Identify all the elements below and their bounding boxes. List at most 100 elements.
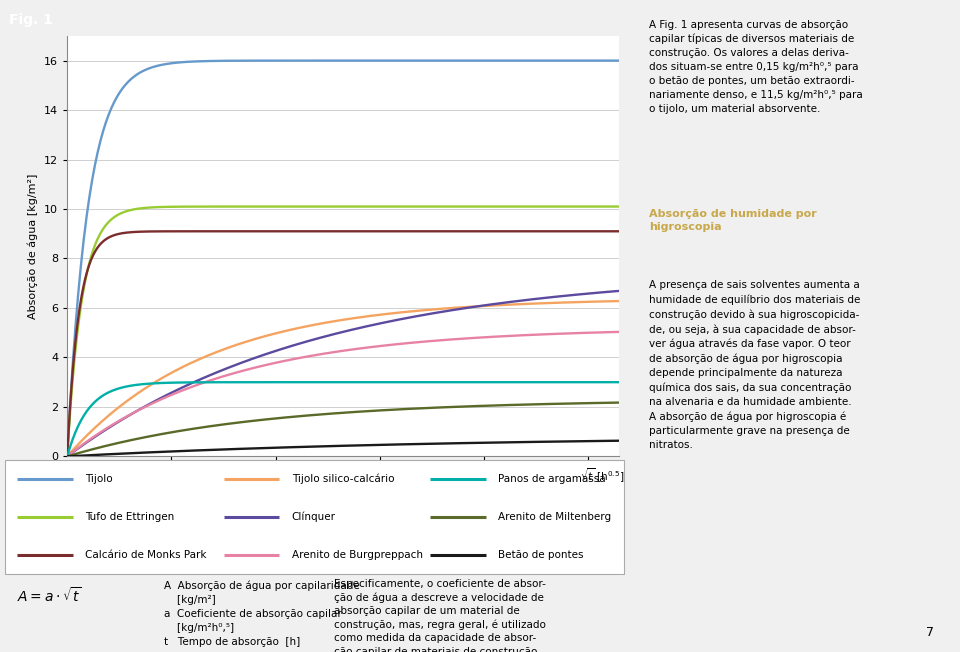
Betão de pontes bbox=[61, 452, 73, 460]
Text: 7: 7 bbox=[925, 626, 933, 639]
Tijolo bbox=[613, 57, 625, 65]
Line: Panos de argamassa: Panos de argamassa bbox=[67, 382, 619, 456]
Tufo de Ettringen bbox=[61, 452, 73, 460]
Tufo de Ettringen bbox=[241, 203, 252, 211]
Text: Fig. 1: Fig. 1 bbox=[10, 13, 54, 27]
Text: Clínquer: Clínquer bbox=[292, 511, 336, 522]
Tijolo bbox=[128, 73, 139, 81]
Tufo de Ettringen bbox=[128, 205, 139, 213]
Arenito de Burgpreppach bbox=[409, 338, 420, 346]
Arenito de Miltenberg bbox=[241, 417, 252, 425]
Arenito de Burgpreppach bbox=[128, 409, 139, 417]
Arenito de Miltenberg bbox=[460, 402, 471, 410]
Tufo de Ettringen bbox=[463, 203, 474, 211]
Arenito de Miltenberg bbox=[463, 402, 474, 410]
Calcário de Monks Park bbox=[128, 228, 139, 236]
Arenito de Miltenberg bbox=[61, 452, 73, 460]
Tijolo silico-calcário bbox=[280, 327, 292, 334]
Calcário de Monks Park bbox=[280, 228, 292, 235]
Panos de argamassa bbox=[128, 381, 139, 389]
Text: Tijolo silico-calcário: Tijolo silico-calcário bbox=[292, 473, 395, 484]
Text: Betão de pontes: Betão de pontes bbox=[498, 550, 584, 560]
Tufo de Ettringen bbox=[460, 203, 471, 211]
Tijolo silico-calcário bbox=[61, 452, 73, 460]
Text: Arenito de Burgpreppach: Arenito de Burgpreppach bbox=[292, 550, 422, 560]
Clínquer bbox=[241, 357, 252, 364]
Line: Arenito de Miltenberg: Arenito de Miltenberg bbox=[67, 402, 619, 456]
Line: Tufo de Ettringen: Tufo de Ettringen bbox=[67, 207, 619, 456]
Panos de argamassa bbox=[241, 378, 252, 386]
Arenito de Miltenberg bbox=[409, 405, 420, 413]
Line: Clínquer: Clínquer bbox=[67, 291, 619, 456]
Arenito de Burgpreppach bbox=[241, 366, 252, 374]
Panos de argamassa bbox=[463, 378, 474, 386]
Text: Calcário de Monks Park: Calcário de Monks Park bbox=[85, 550, 206, 560]
Tufo de Ettringen bbox=[280, 203, 292, 211]
Text: Tufo de Ettringen: Tufo de Ettringen bbox=[85, 512, 175, 522]
Tufo de Ettringen bbox=[409, 203, 420, 211]
Tijolo silico-calcário bbox=[460, 303, 471, 311]
Tijolo silico-calcário bbox=[463, 303, 474, 311]
Tijolo bbox=[61, 452, 73, 460]
Clínquer bbox=[409, 313, 420, 321]
Line: Betão de pontes: Betão de pontes bbox=[67, 441, 619, 456]
Line: Arenito de Burgpreppach: Arenito de Burgpreppach bbox=[67, 332, 619, 456]
Calcário de Monks Park bbox=[241, 228, 252, 235]
Betão de pontes bbox=[128, 449, 139, 457]
Text: A Fig. 1 apresenta curvas de absorção
capilar típicas de diversos materiais de
c: A Fig. 1 apresenta curvas de absorção ca… bbox=[649, 20, 862, 114]
Calcário de Monks Park bbox=[460, 228, 471, 235]
Line: Tijolo silico-calcário: Tijolo silico-calcário bbox=[67, 301, 619, 456]
Text: Arenito de Miltenberg: Arenito de Miltenberg bbox=[498, 512, 612, 522]
Y-axis label: Absorção de água [kg/m²]: Absorção de água [kg/m²] bbox=[28, 173, 38, 319]
Tijolo bbox=[409, 57, 420, 65]
Text: A presença de sais solventes aumenta a
humidade de equilíbrio dos materiais de
c: A presença de sais solventes aumenta a h… bbox=[649, 280, 860, 450]
Panos de argamassa bbox=[460, 378, 471, 386]
Calcário de Monks Park bbox=[496, 228, 508, 235]
Calcário de Monks Park bbox=[61, 452, 73, 460]
Clínquer bbox=[128, 409, 139, 417]
Text: $\sqrt{t}\ [\mathrm{h}^{0.5}]$: $\sqrt{t}\ [\mathrm{h}^{0.5}]$ bbox=[580, 466, 624, 484]
Calcário de Monks Park bbox=[613, 228, 625, 235]
Arenito de Miltenberg bbox=[128, 436, 139, 443]
Text: $A = a \cdot \sqrt{t}$: $A = a \cdot \sqrt{t}$ bbox=[16, 586, 81, 605]
Text: Panos de argamassa: Panos de argamassa bbox=[498, 473, 606, 484]
Text: A  Absorção de água por capilaridade
    [kg/m²]
a  Coeficiente de absorção capi: A Absorção de água por capilaridade [kg/… bbox=[163, 581, 359, 647]
Panos de argamassa bbox=[409, 378, 420, 386]
Text: Tijolo: Tijolo bbox=[85, 473, 113, 484]
Text: Absorção de humidade por
higroscopia: Absorção de humidade por higroscopia bbox=[649, 209, 816, 232]
Clínquer bbox=[613, 287, 625, 295]
Calcário de Monks Park bbox=[409, 228, 420, 235]
Tufo de Ettringen bbox=[613, 203, 625, 211]
Tijolo silico-calcário bbox=[128, 393, 139, 400]
Arenito de Burgpreppach bbox=[463, 334, 474, 342]
Tijolo bbox=[463, 57, 474, 65]
Arenito de Burgpreppach bbox=[613, 328, 625, 336]
Panos de argamassa bbox=[613, 378, 625, 386]
Clínquer bbox=[280, 344, 292, 351]
Calcário de Monks Park bbox=[463, 228, 474, 235]
Arenito de Burgpreppach bbox=[61, 452, 73, 460]
Line: Calcário de Monks Park: Calcário de Monks Park bbox=[67, 231, 619, 456]
Betão de pontes bbox=[241, 445, 252, 452]
Betão de pontes bbox=[409, 440, 420, 448]
Betão de pontes bbox=[280, 443, 292, 451]
Tijolo silico-calcário bbox=[613, 297, 625, 305]
Panos de argamassa bbox=[61, 452, 73, 460]
Clínquer bbox=[61, 452, 73, 460]
Tijolo bbox=[241, 57, 252, 65]
Tufo de Ettringen bbox=[595, 203, 607, 211]
Tijolo silico-calcário bbox=[241, 338, 252, 346]
Clínquer bbox=[463, 304, 474, 312]
Clínquer bbox=[460, 304, 471, 312]
Line: Tijolo: Tijolo bbox=[67, 61, 619, 456]
Arenito de Burgpreppach bbox=[460, 334, 471, 342]
Betão de pontes bbox=[613, 437, 625, 445]
Tijolo bbox=[280, 57, 292, 65]
Arenito de Miltenberg bbox=[613, 398, 625, 406]
Arenito de Miltenberg bbox=[280, 413, 292, 421]
Arenito de Burgpreppach bbox=[280, 357, 292, 364]
Betão de pontes bbox=[460, 439, 471, 447]
Tijolo silico-calcário bbox=[409, 307, 420, 315]
Betão de pontes bbox=[463, 439, 474, 447]
Panos de argamassa bbox=[280, 378, 292, 386]
